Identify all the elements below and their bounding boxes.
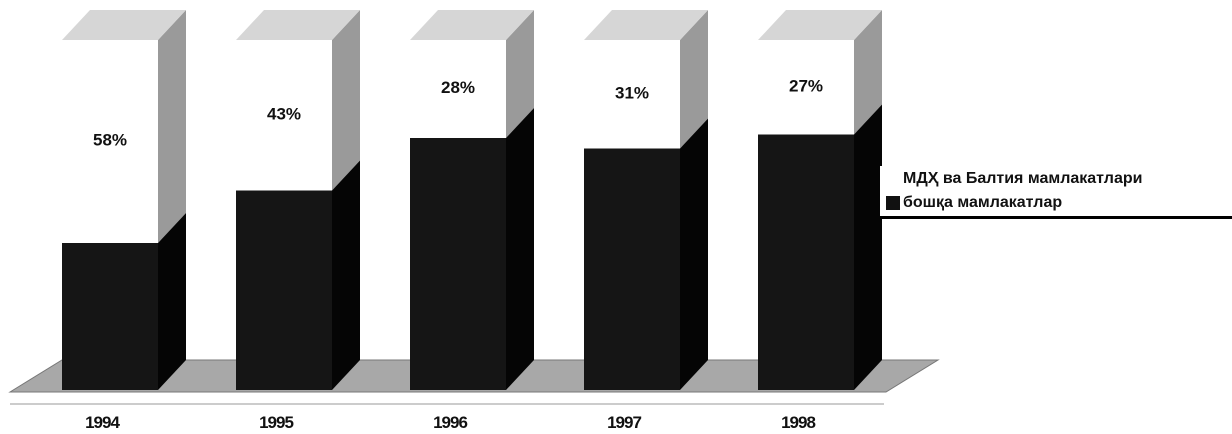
x-tick-label: 1995 xyxy=(259,413,293,432)
legend-label: МДҲ ва Балтия мамлакатлари xyxy=(903,170,1143,187)
bar-lower-side xyxy=(158,213,186,390)
data-label: 43% xyxy=(267,104,301,123)
bar-lower-side xyxy=(680,118,708,390)
bar-lower-front xyxy=(584,148,680,390)
bar-lower-side xyxy=(854,104,882,390)
bar-group: 31% xyxy=(584,10,708,390)
bar-lower-front xyxy=(236,190,332,390)
bar-lower-front xyxy=(62,243,158,390)
bar-group: 27% xyxy=(758,10,882,390)
bar-lower-front xyxy=(410,138,506,390)
bar-lower-side xyxy=(506,108,534,390)
bar-upper-front xyxy=(758,40,854,135)
bar-lower-front xyxy=(758,134,854,390)
bar-upper-side xyxy=(158,10,186,243)
bar-lower-side xyxy=(332,160,360,390)
bar-upper-side xyxy=(680,10,708,149)
x-tick-labels: 1994 1995 1996 1997 1998 xyxy=(85,413,816,432)
bars-group: 58% 43% 28% 31% 27% xyxy=(62,10,882,390)
bar-upper-side xyxy=(506,10,534,138)
bar-upper-top xyxy=(236,10,360,40)
bar-group: 43% xyxy=(236,10,360,390)
x-tick-label: 1994 xyxy=(85,413,120,432)
data-label: 31% xyxy=(615,83,649,102)
bar-group: 58% xyxy=(62,10,186,390)
bar-upper-front xyxy=(584,40,680,149)
data-label: 27% xyxy=(789,76,823,95)
bar-upper-top xyxy=(584,10,708,40)
bar-upper-side xyxy=(332,10,360,191)
legend: МДҲ ва Балтия мамлакатлари бошқа мамлака… xyxy=(880,166,1232,219)
legend-label: бошқа мамлакатлар xyxy=(903,194,1063,211)
bar-upper-top xyxy=(410,10,534,40)
x-tick-label: 1998 xyxy=(781,413,815,432)
bar-upper-top xyxy=(62,10,186,40)
legend-swatch xyxy=(886,171,900,186)
bar-upper-front xyxy=(410,40,506,138)
bar-group: 28% xyxy=(410,10,534,390)
x-tick-label: 1997 xyxy=(607,413,641,432)
bar-upper-side xyxy=(854,10,882,135)
legend-item-bottom-series: бошқа мамлакатлар xyxy=(886,192,1062,214)
legend-item-top-series: МДҲ ва Балтия мамлакатлари xyxy=(886,168,1142,190)
legend-swatch xyxy=(886,195,900,210)
data-label: 28% xyxy=(441,78,475,97)
bar-upper-top xyxy=(758,10,882,40)
data-label: 58% xyxy=(93,131,127,150)
bar-upper-front xyxy=(62,40,158,243)
x-tick-label: 1996 xyxy=(433,413,467,432)
bar-upper-front xyxy=(236,40,332,191)
